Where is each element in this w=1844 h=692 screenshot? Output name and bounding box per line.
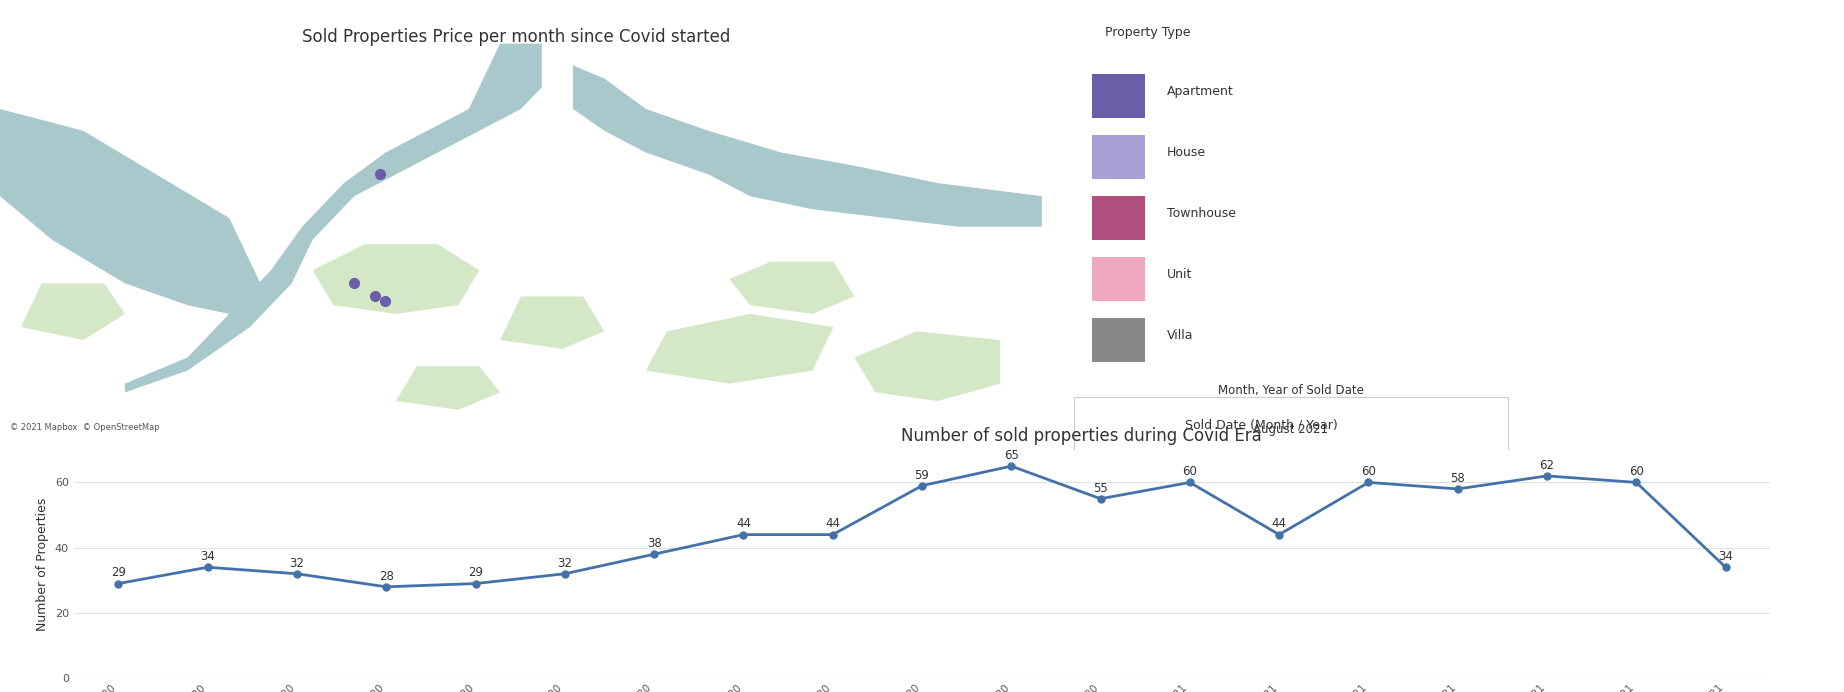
Text: Apartment: Apartment xyxy=(1167,85,1234,98)
Text: 38: 38 xyxy=(647,537,662,550)
Text: August 2021: August 2021 xyxy=(1254,423,1328,436)
Polygon shape xyxy=(313,244,479,314)
FancyBboxPatch shape xyxy=(1073,397,1508,458)
Text: 58: 58 xyxy=(1451,472,1466,485)
FancyBboxPatch shape xyxy=(1092,135,1145,179)
Text: Property Type: Property Type xyxy=(1105,26,1191,39)
Text: 60: 60 xyxy=(1628,465,1643,478)
FancyBboxPatch shape xyxy=(1092,74,1145,118)
Text: © 2021 Mapbox  © OpenStreetMap: © 2021 Mapbox © OpenStreetMap xyxy=(11,423,160,432)
Text: 60: 60 xyxy=(1182,465,1197,478)
Text: House: House xyxy=(1167,146,1206,159)
Polygon shape xyxy=(728,262,854,314)
Text: 34: 34 xyxy=(1719,550,1733,563)
Text: 55: 55 xyxy=(1093,482,1108,495)
Text: Month, Year of Sold Date: Month, Year of Sold Date xyxy=(1217,383,1365,397)
Text: 32: 32 xyxy=(557,556,572,570)
Text: 34: 34 xyxy=(201,550,216,563)
FancyBboxPatch shape xyxy=(1092,318,1145,362)
Text: Sold Date (Month / Year): Sold Date (Month / Year) xyxy=(1186,419,1337,432)
Text: Villa: Villa xyxy=(1167,329,1193,342)
Text: 60: 60 xyxy=(1361,465,1376,478)
Y-axis label: Number of Properties: Number of Properties xyxy=(37,498,50,630)
Text: Number of sold properties during Covid Era: Number of sold properties during Covid E… xyxy=(900,428,1261,446)
Text: 44: 44 xyxy=(736,518,751,531)
Text: 59: 59 xyxy=(915,468,929,482)
Polygon shape xyxy=(573,66,1042,227)
Text: Townhouse: Townhouse xyxy=(1167,207,1235,220)
Text: 62: 62 xyxy=(1540,459,1554,472)
Text: Sold Properties Price per month since Covid started: Sold Properties Price per month since Co… xyxy=(302,28,730,46)
FancyBboxPatch shape xyxy=(1092,257,1145,301)
Text: 32: 32 xyxy=(290,556,304,570)
FancyBboxPatch shape xyxy=(1092,197,1145,240)
Text: 29: 29 xyxy=(468,566,483,579)
Text: 44: 44 xyxy=(826,518,841,531)
Polygon shape xyxy=(0,109,260,314)
Polygon shape xyxy=(500,296,605,349)
Text: 29: 29 xyxy=(111,566,125,579)
Text: Unit: Unit xyxy=(1167,268,1193,281)
Text: 28: 28 xyxy=(378,570,395,583)
Polygon shape xyxy=(854,331,999,401)
Polygon shape xyxy=(645,314,833,383)
Polygon shape xyxy=(125,44,542,392)
Polygon shape xyxy=(20,284,125,340)
Text: 44: 44 xyxy=(1272,518,1287,531)
Text: 65: 65 xyxy=(1003,449,1018,462)
Polygon shape xyxy=(396,366,500,410)
